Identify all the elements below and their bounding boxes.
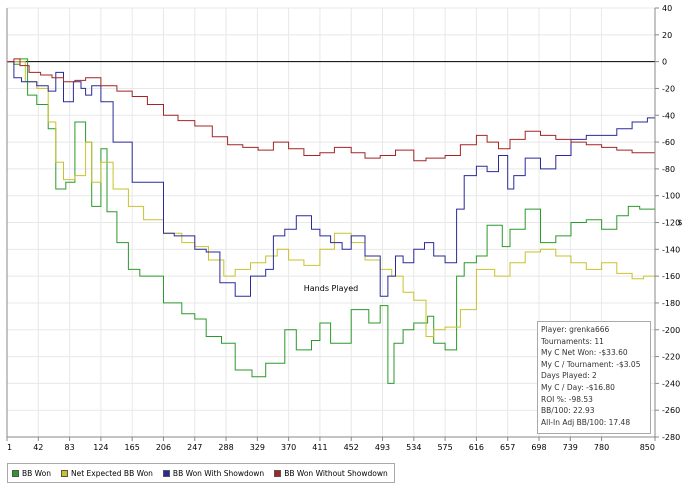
stat-player: Player: grenka666 <box>541 325 610 334</box>
y-tick-label: -60 <box>662 138 675 147</box>
series-lines <box>7 58 656 384</box>
x-tick-label: 739 <box>563 443 578 452</box>
legend: BB Won Net Expected BB Won BB Won With S… <box>7 463 395 483</box>
x-tick-label: 329 <box>250 443 265 452</box>
stat-per-day: My C / Day: -$16.80 <box>541 382 615 392</box>
x-tick-label: 534 <box>406 443 421 452</box>
y-tick-label: -220 <box>662 353 680 362</box>
series-line-bb-won-with-showdown <box>7 61 656 297</box>
legend-swatch <box>274 469 282 477</box>
x-tick-label: 83 <box>64 443 74 452</box>
stats-panel: Player: grenka666 Tournaments: 11 My C N… <box>537 321 651 434</box>
x-tick-label: 370 <box>281 443 296 452</box>
x-tick-label: 206 <box>156 443 171 452</box>
x-axis-title: Hands Played <box>304 284 358 293</box>
y-tick-label: -80 <box>662 165 675 174</box>
series-line-net-expected-bb-won <box>7 61 656 337</box>
y-tick-label: -200 <box>662 326 680 335</box>
x-tick-label: 616 <box>469 443 484 452</box>
x-tick-label: 1 <box>7 443 12 452</box>
stat-bb100: BB/100: 22.93 <box>541 406 595 416</box>
y-tick-label: -160 <box>662 272 680 281</box>
y-tick-label: -120 <box>662 219 680 228</box>
y-tick-label: -100 <box>662 192 680 201</box>
y-axis: 40 20 0 -20 -40 -60 -80 -100 -120 -140 -160 -180 -20… <box>655 4 680 442</box>
x-tick-label: 411 <box>312 443 327 452</box>
x-tick-label: 657 <box>500 443 515 452</box>
stat-tournaments: Tournaments: 11 <box>541 336 604 346</box>
legend-item-bb-won[interactable]: BB Won <box>12 469 51 478</box>
stat-net-won: My C Net Won: -$33.60 <box>541 348 628 358</box>
legend-item-net-expected[interactable]: Net Expected BB Won <box>61 469 153 478</box>
series-line-bb-won-without-showdown <box>7 58 656 162</box>
x-tick-label: 42 <box>33 443 43 452</box>
y-tick-label: -280 <box>662 433 680 442</box>
x-tick-label: 124 <box>93 443 108 452</box>
stat-roi: ROI %: -98.53 <box>541 394 593 404</box>
legend-swatch <box>61 469 68 477</box>
x-tick-label: 698 <box>531 443 546 452</box>
stat-allin-adj: All-In Adj BB/100: 17.48 <box>541 417 631 427</box>
x-axis: 1 42 83 124 165 206 247 288 329 370 411 452 493 534 57… <box>6 437 656 452</box>
x-tick-label: 575 <box>437 443 452 452</box>
y-tick-label: 40 <box>662 4 672 13</box>
x-tick-label: 452 <box>344 443 359 452</box>
legend-label: BB Won <box>22 468 51 478</box>
y-tick-label: 20 <box>662 31 672 40</box>
legend-item-without-showdown[interactable]: BB Won Without Showdown <box>274 469 388 478</box>
legend-label: BB Won With Showdown <box>172 468 265 478</box>
y-tick-label: -240 <box>662 379 680 388</box>
legend-item-with-showdown[interactable]: BB Won With Showdown <box>162 468 265 478</box>
x-tick-label: 493 <box>375 443 390 452</box>
stat-per-tournament: My C / Tournament: -$3.05 <box>541 359 641 369</box>
x-tick-label: 165 <box>125 443 140 452</box>
x-tick-label: 780 <box>594 443 609 452</box>
y-tick-label: -140 <box>662 245 680 254</box>
legend-swatch <box>162 469 170 477</box>
legend-label: Net Expected BB Won <box>71 468 153 478</box>
y-tick-label: -40 <box>662 111 675 120</box>
legend-label: BB Won Without Showdown <box>284 468 388 478</box>
y-tick-label: -20 <box>662 84 675 93</box>
y-axis-title: $ <box>677 218 682 227</box>
y-tick-label: -260 <box>662 406 680 415</box>
x-tick-label: 247 <box>187 443 202 452</box>
legend-swatch <box>12 469 19 477</box>
stat-days-played: Days Played: 2 <box>541 371 597 381</box>
x-tick-label: 850 <box>640 443 655 452</box>
y-tick-label: -180 <box>662 299 680 308</box>
y-tick-label: 0 <box>662 58 667 67</box>
x-tick-label: 288 <box>218 443 233 452</box>
